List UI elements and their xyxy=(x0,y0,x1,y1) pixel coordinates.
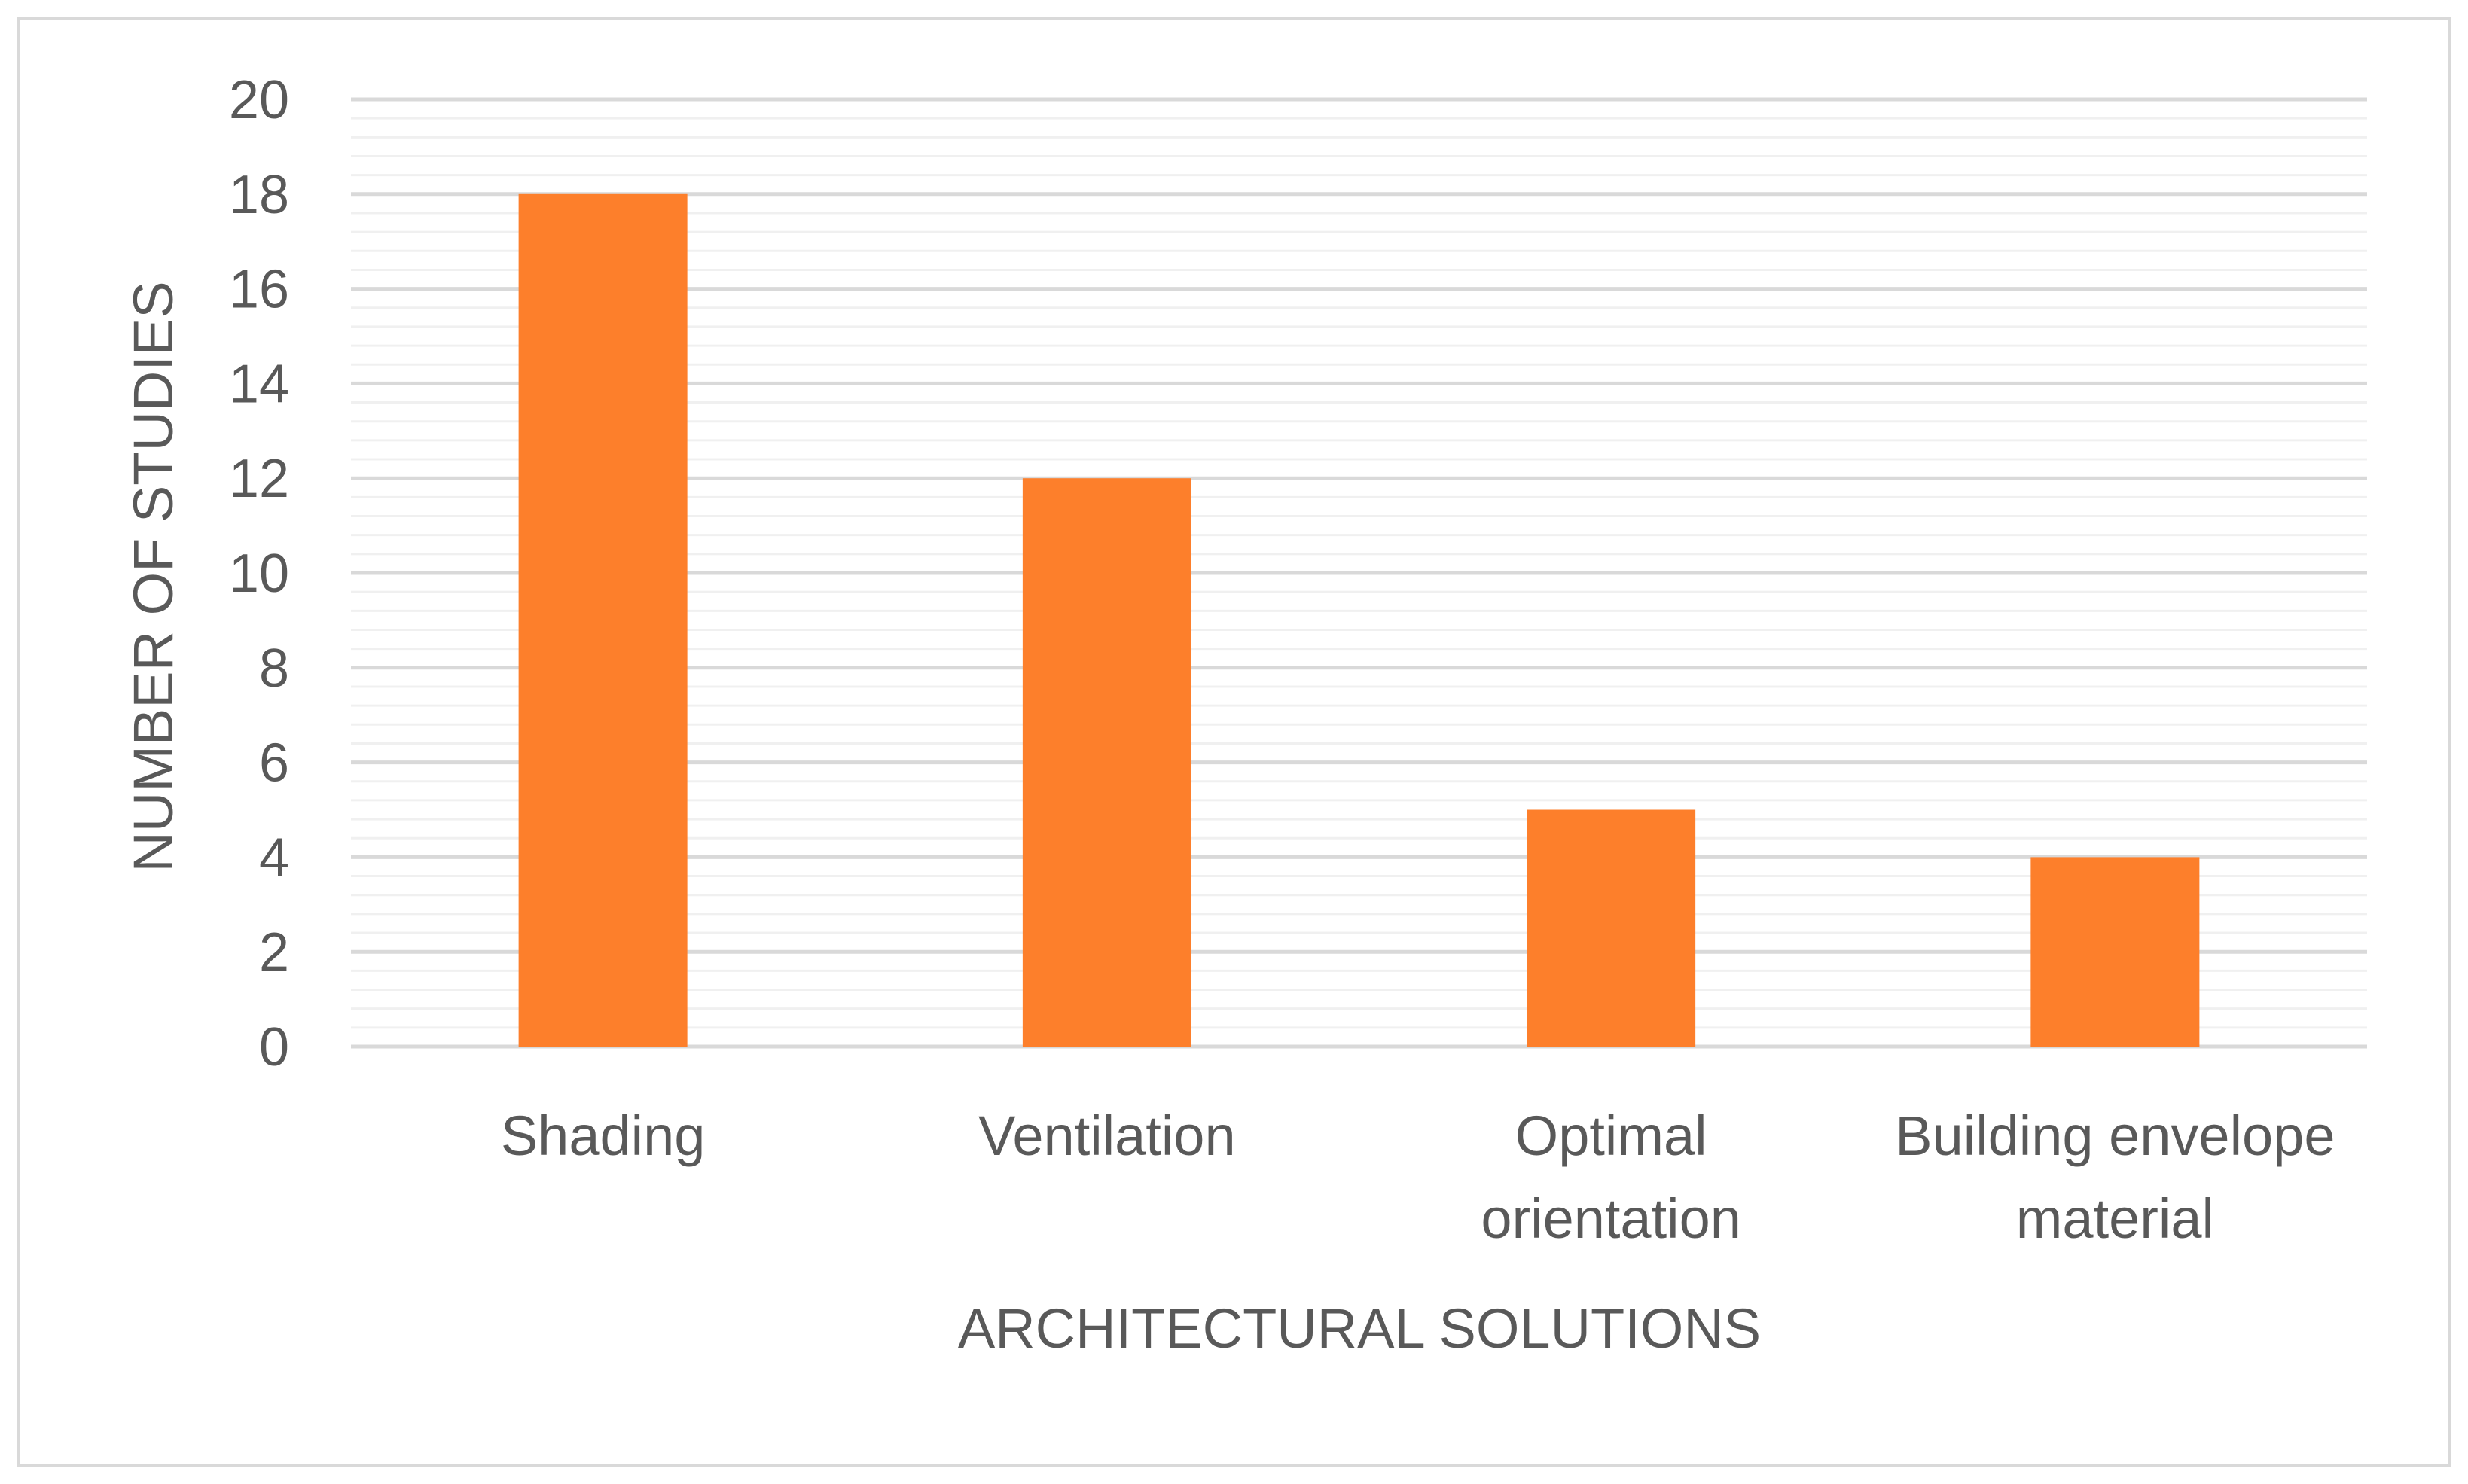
bar xyxy=(2030,857,2200,1047)
y-tick-label: 8 xyxy=(259,638,289,699)
category-label: Ventilation xyxy=(978,1105,1236,1167)
y-tick-label: 12 xyxy=(229,449,289,509)
y-tick-label: 2 xyxy=(259,922,289,983)
y-tick-label: 14 xyxy=(229,354,289,414)
y-tick-label: 10 xyxy=(229,544,289,604)
y-tick-label: 0 xyxy=(259,1017,289,1077)
y-tick-label: 20 xyxy=(229,70,289,130)
category-label: orientation xyxy=(1481,1187,1741,1250)
category-label: Building envelope xyxy=(1895,1105,2335,1167)
category-label: Optimal xyxy=(1515,1105,1707,1167)
y-tick-label: 16 xyxy=(229,260,289,320)
y-tick-label: 18 xyxy=(229,165,289,225)
bar xyxy=(1527,809,1696,1047)
y-tick-label: 6 xyxy=(259,733,289,794)
y-tick-label: 4 xyxy=(259,827,289,888)
chart-frame xyxy=(17,17,2451,1467)
category-label: Shading xyxy=(501,1105,706,1167)
x-axis-title: ARCHITECTURAL SOLUTIONS xyxy=(958,1297,1761,1360)
y-axis-title: NUMBER OF STUDIES xyxy=(122,281,185,872)
bar xyxy=(1022,478,1191,1047)
bars xyxy=(518,193,2200,1047)
bar xyxy=(518,193,688,1047)
category-labels: Shading Ventilation Optimal orientation Buil… xyxy=(501,1105,2335,1250)
category-label: material xyxy=(2016,1187,2214,1250)
y-tick-labels: 0 2 4 6 8 10 12 14 16 18 20 xyxy=(229,70,289,1077)
